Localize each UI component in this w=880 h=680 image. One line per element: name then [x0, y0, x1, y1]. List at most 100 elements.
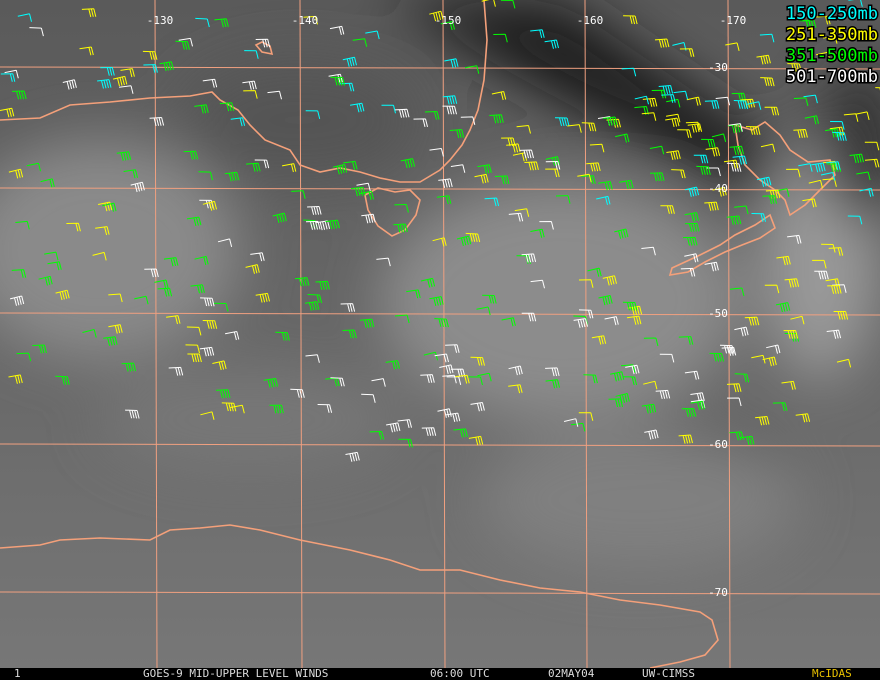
wind-barb: [130, 181, 145, 193]
wind-barb: [230, 117, 246, 127]
wind-barb: [304, 301, 320, 311]
wind-barb: [365, 30, 380, 40]
wind-barb: [684, 222, 700, 232]
wind-barb: [539, 221, 554, 230]
latitude-label: -30: [708, 61, 728, 74]
wind-barb: [808, 179, 823, 189]
wind-barb: [615, 133, 630, 143]
wind-barb: [108, 324, 123, 334]
wind-barb: [420, 374, 435, 384]
wind-barb: [481, 0, 496, 7]
wind-barb: [598, 181, 613, 191]
wind-barb: [641, 112, 657, 121]
graticule-labels: -130 -140 -150 -160 -170 -30 -40 -50 -60 -70: [147, 14, 747, 599]
wind-barb: [659, 353, 675, 363]
wind-barb: [684, 370, 700, 380]
wind-barb: [795, 413, 811, 423]
wind-barb: [606, 118, 621, 128]
wind-barb: [200, 297, 215, 307]
wind-barb: [100, 67, 115, 76]
wind-barb: [317, 404, 333, 413]
wind-barb: [578, 412, 594, 421]
wind-barb: [798, 163, 813, 172]
wind-barb: [755, 416, 770, 426]
wind-barb: [305, 354, 320, 363]
parallel: [0, 443, 880, 447]
wind-barb: [290, 388, 305, 398]
wind-barb: [654, 38, 670, 48]
wind-barb: [859, 187, 874, 197]
wind-barb: [450, 368, 466, 378]
wind-barb: [803, 94, 818, 104]
wind-barb: [604, 316, 619, 326]
wind-barb: [376, 257, 391, 267]
wind-barb: [460, 116, 476, 126]
wind-barb: [134, 295, 149, 305]
wind-barb: [397, 419, 412, 429]
wind-barb: [393, 223, 408, 233]
wind-barb: [108, 293, 123, 303]
wind-barb: [701, 138, 716, 148]
software: McIDAS: [812, 667, 852, 680]
wind-barb: [686, 96, 701, 106]
wind-barb: [442, 105, 457, 115]
wind-barb: [833, 311, 849, 320]
wind-barb: [751, 213, 766, 222]
wind-barb: [12, 90, 27, 100]
wind-barb: [764, 106, 780, 116]
wind-barb: [455, 374, 470, 384]
wind-barb: [400, 158, 416, 169]
wind-barb: [244, 50, 259, 59]
wind-barb: [682, 236, 698, 246]
wind-barb: [619, 179, 634, 190]
wind-barb: [801, 19, 817, 29]
wind-barb: [305, 110, 321, 120]
wind-barb: [545, 367, 560, 377]
wind-barb: [704, 201, 719, 211]
wind-barb: [44, 251, 59, 261]
wind-barb: [671, 169, 686, 179]
wind-barbs: [0, 0, 880, 462]
wind-barb: [614, 228, 629, 239]
wind-barb: [864, 158, 880, 168]
wind-barb: [186, 216, 202, 227]
wind-barb: [491, 91, 507, 101]
wind-barb: [649, 172, 665, 182]
wind-barb: [776, 255, 791, 266]
wind-barb: [757, 176, 772, 187]
wind-barb: [470, 356, 485, 366]
wind-barb: [729, 287, 745, 297]
wind-barb: [603, 116, 618, 127]
wind-barb: [16, 352, 32, 362]
wind-barb: [623, 15, 638, 25]
wind-barb: [394, 108, 410, 118]
wind-barb: [29, 27, 44, 37]
wind-barb: [4, 69, 19, 79]
wind-barb: [494, 175, 510, 185]
wind-barb: [325, 219, 340, 230]
wind-barb: [125, 409, 140, 419]
wind-barb: [634, 95, 649, 105]
wind-barb: [449, 129, 465, 139]
wind-barb: [712, 186, 727, 197]
wind-barb: [438, 178, 453, 189]
wind-barb: [386, 422, 401, 433]
wind-barb: [186, 326, 202, 336]
wind-barb: [814, 270, 829, 280]
wind-barb: [194, 255, 209, 266]
wind-barb: [746, 101, 762, 110]
longitude-label: -170: [720, 14, 747, 27]
wind-barb: [760, 143, 776, 153]
wind-barb: [832, 131, 847, 141]
wind-barb: [429, 10, 444, 22]
wind-barb: [453, 428, 468, 438]
wind-barb: [577, 173, 592, 183]
wind-barb: [843, 113, 859, 122]
parallel: [0, 591, 880, 595]
wind-barb: [66, 222, 81, 232]
wind-barb: [330, 76, 345, 86]
wind-barb: [678, 336, 694, 345]
wind-barb: [79, 46, 94, 56]
wind-barb: [468, 435, 484, 446]
